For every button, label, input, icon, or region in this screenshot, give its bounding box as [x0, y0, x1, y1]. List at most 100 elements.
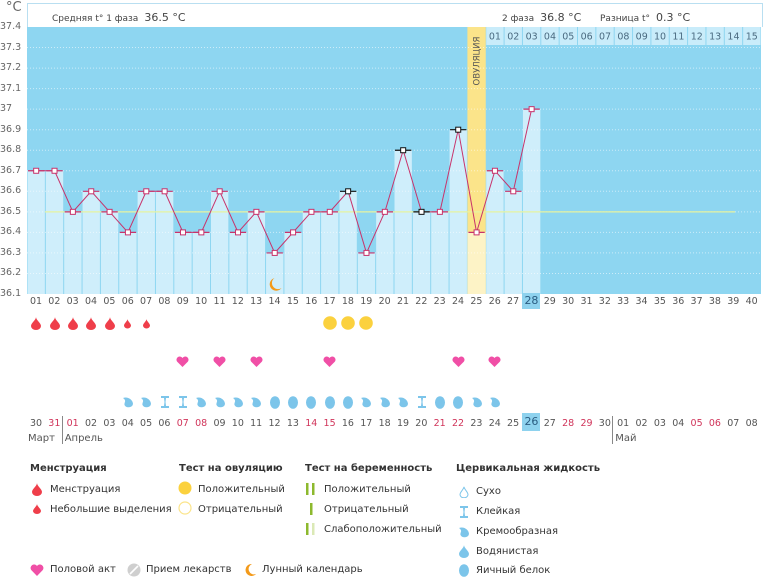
- cycle-day-label[interactable]: 33: [617, 296, 630, 307]
- cycle-day-label[interactable]: 14: [268, 296, 281, 307]
- temperature-point[interactable]: [51, 167, 58, 174]
- cycle-day-label[interactable]: 31: [580, 296, 593, 307]
- calendar-date[interactable]: 02: [635, 418, 648, 429]
- cycle-day-label[interactable]: 10: [195, 296, 208, 307]
- cycle-day-label[interactable]: 06: [121, 296, 134, 307]
- calendar-date[interactable]: 11: [250, 418, 263, 429]
- temperature-point[interactable]: [143, 188, 150, 195]
- calendar-date[interactable]: 01: [617, 418, 630, 429]
- calendar-date[interactable]: 08: [745, 418, 758, 429]
- cycle-day-label[interactable]: 21: [396, 296, 410, 307]
- calendar-date[interactable]: 18: [378, 418, 391, 429]
- temperature-point[interactable]: [308, 208, 315, 215]
- calendar-date[interactable]: 29: [580, 418, 593, 429]
- cycle-day-label[interactable]: 20: [378, 296, 391, 307]
- cycle-day-label[interactable]: 29: [543, 296, 556, 307]
- calendar-date[interactable]: 23: [470, 418, 483, 429]
- cycle-day-label[interactable]: 26: [488, 296, 501, 307]
- cycle-day-label[interactable]: 01: [29, 296, 43, 307]
- calendar-date[interactable]: 15: [323, 418, 336, 429]
- calendar-date[interactable]: 30: [29, 418, 43, 429]
- cycle-day-label[interactable]: 02: [48, 296, 61, 307]
- temperature-point[interactable]: [326, 208, 333, 215]
- cycle-day-label[interactable]: 36: [672, 296, 685, 307]
- calendar-date[interactable]: 26: [522, 413, 541, 431]
- temperature-point[interactable]: [381, 208, 388, 215]
- temperature-point[interactable]: [271, 249, 278, 256]
- cycle-day-label[interactable]: 05: [103, 296, 116, 307]
- temperature-point[interactable]: [418, 208, 425, 215]
- calendar-date[interactable]: 16: [341, 418, 354, 429]
- calendar-date[interactable]: 03: [103, 418, 116, 429]
- calendar-date[interactable]: 17: [360, 418, 373, 429]
- calendar-date[interactable]: 01: [66, 418, 79, 429]
- calendar-date[interactable]: 13: [286, 418, 299, 429]
- temperature-point[interactable]: [253, 208, 260, 215]
- calendar-date[interactable]: 02: [85, 418, 98, 429]
- cycle-day-label[interactable]: 39: [727, 296, 740, 307]
- cycle-day-label[interactable]: 30: [562, 296, 575, 307]
- calendar-date[interactable]: 20: [415, 418, 428, 429]
- cycle-day-label[interactable]: 15: [286, 296, 299, 307]
- cycle-day-label[interactable]: 03: [66, 296, 79, 307]
- temperature-point[interactable]: [33, 167, 40, 174]
- temperature-point[interactable]: [528, 106, 535, 113]
- cycle-day-label[interactable]: 38: [708, 296, 721, 307]
- cycle-day-label[interactable]: 16: [305, 296, 318, 307]
- temperature-point[interactable]: [69, 208, 76, 215]
- temperature-point[interactable]: [290, 229, 297, 236]
- cycle-day-label[interactable]: 11: [213, 296, 226, 307]
- temperature-point[interactable]: [179, 229, 186, 236]
- cycle-day-label[interactable]: 12: [231, 296, 244, 307]
- cycle-day-label[interactable]: 22: [415, 296, 428, 307]
- cycle-day-label[interactable]: 24: [452, 296, 465, 307]
- calendar-date[interactable]: 07: [727, 418, 740, 429]
- temperature-point[interactable]: [473, 229, 480, 236]
- calendar-date[interactable]: 19: [396, 418, 410, 429]
- cycle-day-label[interactable]: 09: [176, 296, 189, 307]
- cycle-day-label[interactable]: 13: [250, 296, 263, 307]
- temperature-point[interactable]: [88, 188, 95, 195]
- calendar-date[interactable]: 04: [672, 418, 685, 429]
- temperature-point[interactable]: [436, 208, 443, 215]
- calendar-date[interactable]: 14: [305, 418, 318, 429]
- calendar-date[interactable]: 04: [121, 418, 134, 429]
- calendar-date[interactable]: 07: [176, 418, 189, 429]
- calendar-date[interactable]: 25: [507, 418, 520, 429]
- temperature-point[interactable]: [235, 229, 242, 236]
- cycle-day-label[interactable]: 37: [690, 296, 703, 307]
- temperature-point[interactable]: [363, 249, 370, 256]
- cycle-day-label[interactable]: 07: [140, 296, 153, 307]
- cycle-day-label[interactable]: 34: [635, 296, 648, 307]
- calendar-date[interactable]: 31: [48, 418, 61, 429]
- cycle-day-label[interactable]: 18: [341, 296, 354, 307]
- temperature-point[interactable]: [345, 188, 352, 195]
- calendar-date[interactable]: 21: [433, 418, 446, 429]
- calendar-date[interactable]: 30: [598, 418, 611, 429]
- cycle-day-label[interactable]: 23: [433, 296, 446, 307]
- temperature-point[interactable]: [161, 188, 168, 195]
- temperature-point[interactable]: [400, 147, 407, 154]
- cycle-day-label[interactable]: 40: [745, 296, 758, 307]
- calendar-date[interactable]: 28: [562, 418, 575, 429]
- calendar-date[interactable]: 10: [231, 418, 244, 429]
- calendar-date[interactable]: 12: [268, 418, 281, 429]
- temperature-point[interactable]: [491, 167, 498, 174]
- temperature-point[interactable]: [216, 188, 223, 195]
- calendar-date[interactable]: 05: [690, 418, 703, 429]
- calendar-date[interactable]: 06: [158, 418, 171, 429]
- calendar-date[interactable]: 22: [452, 418, 465, 429]
- cycle-day-label[interactable]: 25: [470, 296, 483, 307]
- temperature-point[interactable]: [124, 229, 131, 236]
- cycle-day-label[interactable]: 32: [598, 296, 611, 307]
- calendar-date[interactable]: 27: [543, 418, 556, 429]
- cycle-day-label[interactable]: 04: [85, 296, 98, 307]
- calendar-date[interactable]: 09: [213, 418, 226, 429]
- cycle-day-label[interactable]: 28: [522, 293, 541, 309]
- cycle-day-label[interactable]: 19: [360, 296, 373, 307]
- temperature-point[interactable]: [198, 229, 205, 236]
- calendar-date[interactable]: 05: [140, 418, 153, 429]
- calendar-date[interactable]: 06: [708, 418, 721, 429]
- calendar-date[interactable]: 24: [488, 418, 501, 429]
- cycle-day-label[interactable]: 17: [323, 296, 336, 307]
